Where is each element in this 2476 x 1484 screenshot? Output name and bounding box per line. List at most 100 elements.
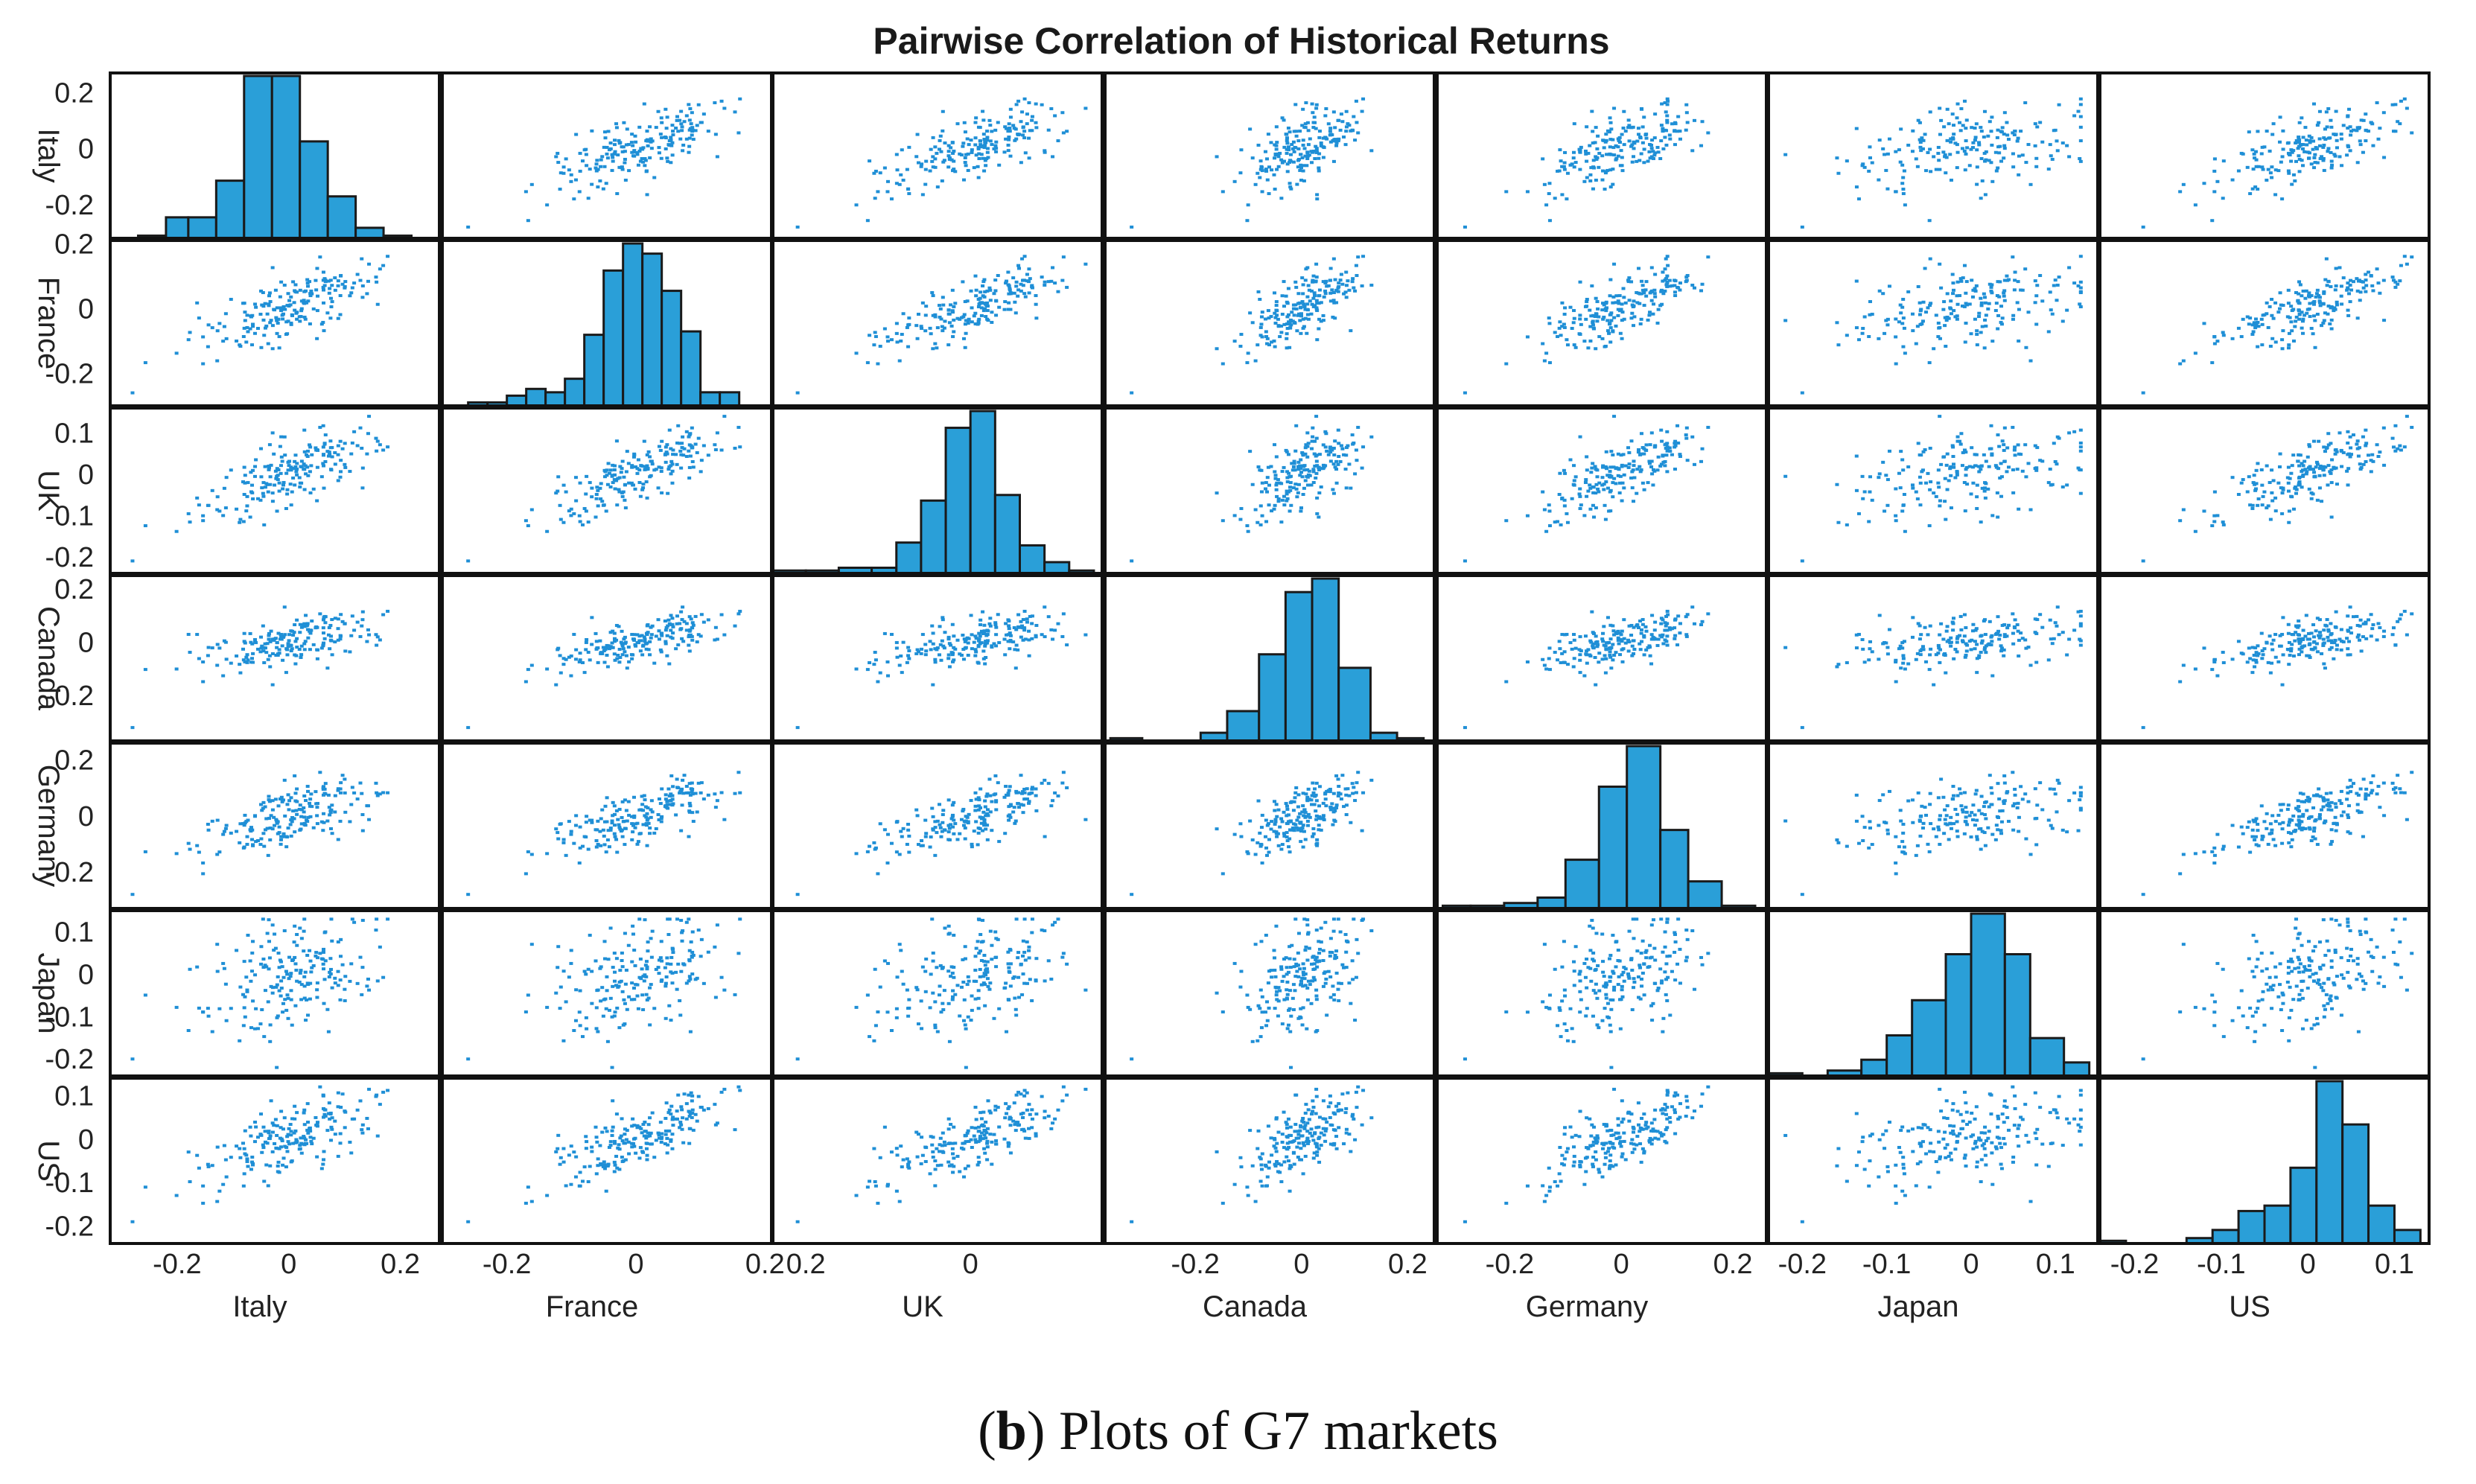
scatter-point <box>1973 647 1977 651</box>
scatter-point <box>1591 642 1596 646</box>
scatter-point <box>1994 169 1999 173</box>
scatter-point <box>282 605 287 609</box>
scatter-point <box>1331 491 1336 495</box>
scatter-point <box>1884 168 1888 172</box>
scatter-point <box>1651 157 1655 161</box>
scatter-point <box>2367 130 2371 133</box>
scatter-point <box>221 514 226 518</box>
scatter-point <box>2276 660 2281 663</box>
scatter-point <box>1660 635 1664 639</box>
scatter-point <box>1565 632 1569 636</box>
scatter-point <box>2308 468 2312 471</box>
scatter-point <box>1783 319 1788 322</box>
scatter-point <box>2358 446 2362 450</box>
scatter-point <box>1640 288 1645 292</box>
scatter-point <box>314 288 319 292</box>
scatter-point <box>2361 435 2365 439</box>
scatter-point <box>2017 638 2021 642</box>
scatter-point <box>1990 291 1994 295</box>
scatter-point <box>2033 122 2037 126</box>
scatter-point <box>2326 312 2330 316</box>
scatter-point <box>1300 450 1305 454</box>
scatter-point <box>1899 450 1903 453</box>
scatter-point <box>1902 169 1906 173</box>
scatter-point <box>646 144 650 147</box>
scatter-point <box>1310 161 1314 165</box>
scatter-point <box>1305 155 1310 159</box>
scatter-point <box>1673 122 1678 126</box>
scatter-point <box>2072 430 2077 433</box>
scatter-point <box>286 319 290 323</box>
scatter-point <box>270 500 275 503</box>
scatter-point <box>381 264 386 267</box>
scatter-point <box>2011 425 2015 429</box>
scatter-point <box>1938 504 1942 508</box>
scatter-point <box>1970 295 1975 299</box>
scatter-point <box>2017 452 2021 456</box>
scatter-point <box>2210 668 2215 672</box>
scatter-point <box>1312 452 1317 456</box>
scatter-point <box>286 827 290 830</box>
scatter-point <box>339 470 343 474</box>
scatter-point <box>1258 297 1262 301</box>
scatter-point <box>1319 467 1323 471</box>
scatter-point <box>569 173 573 176</box>
scatter-point <box>1030 286 1034 290</box>
scatter-point <box>298 485 302 488</box>
scatter-point <box>1612 415 1617 418</box>
scatter-point <box>930 624 935 628</box>
scatter-point <box>595 485 599 489</box>
scatter-point <box>1611 643 1615 646</box>
scatter-point <box>1008 631 1012 635</box>
scatter-point <box>1356 131 1360 135</box>
scatter-point <box>2050 312 2055 316</box>
scatter-point <box>1004 281 1008 285</box>
scatter-point <box>961 337 966 340</box>
scatter-point <box>1616 474 1620 477</box>
scatter-point <box>974 637 978 640</box>
scatter-point <box>2078 624 2083 628</box>
scatter-point <box>946 150 951 153</box>
scatter-point <box>1659 622 1664 625</box>
scatter-point <box>1920 147 1925 150</box>
scatter-point <box>1260 514 1264 518</box>
scatter-point <box>2297 637 2301 641</box>
scatter-point <box>325 311 330 315</box>
scatter-point <box>1604 309 1608 313</box>
cell-frame <box>1104 574 1436 742</box>
scatter-point <box>2311 147 2315 151</box>
scatter-point <box>1043 605 1047 609</box>
scatter-point <box>1894 335 1898 339</box>
scatter-point <box>293 662 298 666</box>
scatter-point <box>981 109 985 113</box>
scatter-point <box>2290 182 2294 186</box>
scatter-point <box>1007 620 1011 623</box>
scatter-point <box>657 637 661 641</box>
scatter-point <box>1910 483 1915 487</box>
scatter-point <box>1881 292 1885 296</box>
scatter-point <box>931 683 935 687</box>
scatter-point <box>1984 644 1988 648</box>
scatter-point <box>2078 255 2083 258</box>
scatter-matrix-figure: Pairwise Correlation of Historical Retur… <box>32 20 2431 1323</box>
scatter-point <box>1903 203 1907 207</box>
scatter-point <box>1996 280 2000 284</box>
scatter-point <box>246 330 250 334</box>
scatter-point <box>1334 468 1339 471</box>
scatter-point <box>1265 157 1270 161</box>
scatter-point <box>2289 159 2294 163</box>
scatter-point <box>2297 483 2301 487</box>
scatter-point <box>1868 300 1872 304</box>
scatter-point <box>2273 655 2278 659</box>
scatter-point <box>2311 623 2316 627</box>
scatter-point <box>268 483 273 486</box>
scatter-point <box>1008 308 1013 311</box>
scatter-point <box>270 324 275 328</box>
scatter-point <box>248 327 252 331</box>
scatter-point <box>2297 634 2302 637</box>
scatter-point <box>2245 315 2250 319</box>
scatter-point <box>2346 313 2351 317</box>
scatter-point <box>719 99 724 103</box>
scatter-point <box>1962 305 1967 308</box>
cell-france-vs-canada <box>1104 239 1436 407</box>
